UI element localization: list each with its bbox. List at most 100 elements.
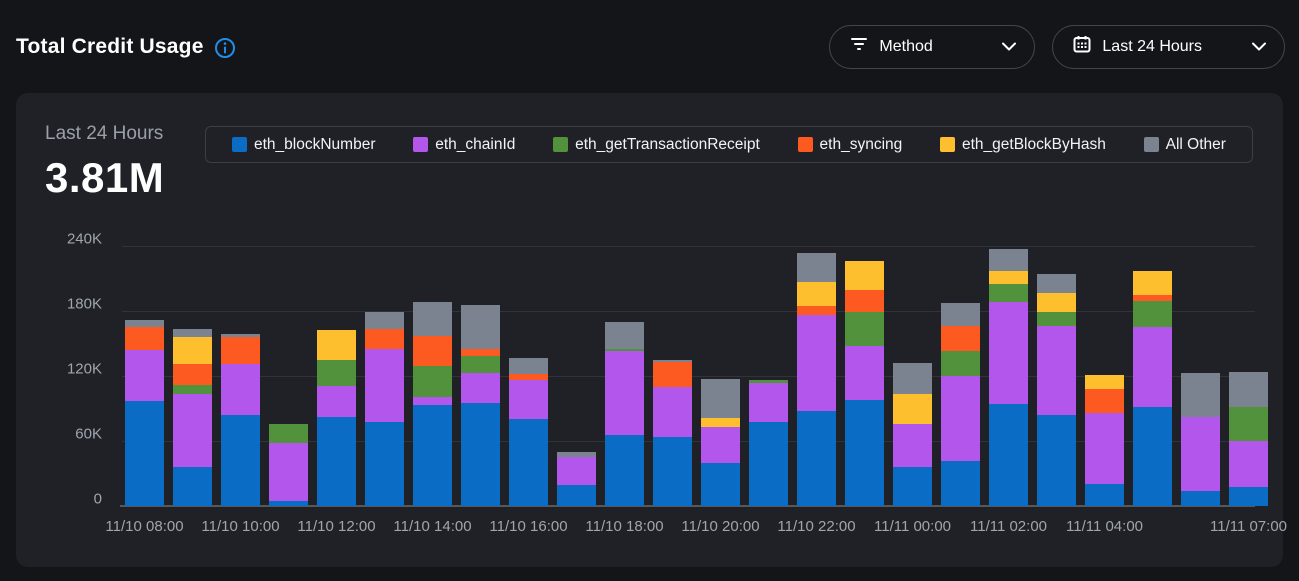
legend-item-eth_syncing[interactable]: eth_syncing — [797, 136, 902, 154]
bar-segment-eth_getBlockByHash[interactable] — [797, 281, 836, 306]
bar-segment-eth_getTransactionReceipt[interactable] — [605, 348, 644, 352]
bar-11-10-11-00[interactable] — [269, 423, 308, 506]
bar-segment-All Other[interactable] — [797, 252, 836, 282]
bar-segment-All Other[interactable] — [1037, 274, 1076, 293]
bar-11-11-02-00[interactable] — [989, 249, 1028, 506]
bar-segment-eth_getBlockByHash[interactable] — [989, 271, 1028, 285]
legend-item-eth_getBlockByHash[interactable]: eth_getBlockByHash — [940, 136, 1106, 154]
bar-segment-All Other[interactable] — [1181, 372, 1220, 418]
legend-item-eth_getTransactionReceipt[interactable]: eth_getTransactionReceipt — [553, 136, 760, 154]
bar-segment-All Other[interactable] — [509, 357, 548, 374]
bar-segment-All Other[interactable] — [221, 333, 260, 338]
bar-segment-eth_blockNumber[interactable] — [509, 419, 548, 506]
bar-segment-eth_blockNumber[interactable] — [893, 467, 932, 506]
bar-segment-All Other[interactable] — [989, 249, 1028, 272]
bar-segment-eth_blockNumber[interactable] — [1085, 484, 1124, 506]
bar-segment-eth_syncing[interactable] — [461, 349, 500, 356]
bar-segment-eth_blockNumber[interactable] — [845, 399, 884, 506]
bar-segment-eth_getTransactionReceipt[interactable] — [317, 359, 356, 386]
bar-segment-eth_blockNumber[interactable] — [365, 421, 404, 506]
bar-segment-All Other[interactable] — [461, 304, 500, 350]
bar-segment-eth_getBlockByHash[interactable] — [701, 418, 740, 427]
bar-segment-All Other[interactable] — [605, 321, 644, 349]
bar-segment-All Other[interactable] — [413, 302, 452, 336]
bar-segment-eth_blockNumber[interactable] — [173, 467, 212, 506]
bar-11-10-09-00[interactable] — [173, 329, 212, 506]
bar-segment-All Other[interactable] — [557, 451, 596, 458]
legend-item-eth_chainId[interactable]: eth_chainId — [413, 136, 515, 154]
bar-segment-eth_blockNumber[interactable] — [941, 460, 980, 506]
bar-segment-eth_blockNumber[interactable] — [1229, 486, 1268, 506]
bar-segment-eth_getBlockByHash[interactable] — [1037, 292, 1076, 313]
bar-11-10-12-00[interactable] — [317, 329, 356, 506]
bar-11-11-05-00[interactable] — [1133, 270, 1172, 506]
bar-segment-eth_blockNumber[interactable] — [413, 405, 452, 506]
bar-segment-eth_syncing[interactable] — [413, 335, 452, 367]
bar-segment-eth_blockNumber[interactable] — [749, 421, 788, 506]
bar-segment-eth_getTransactionReceipt[interactable] — [1133, 301, 1172, 328]
legend-item-eth_blockNumber[interactable]: eth_blockNumber — [232, 136, 375, 154]
bar-segment-eth_chainId[interactable] — [1085, 412, 1124, 485]
bar-segment-eth_getBlockByHash[interactable] — [1133, 270, 1172, 295]
bar-segment-eth_chainId[interactable] — [1229, 441, 1268, 487]
method-filter-dropdown[interactable]: Method — [829, 24, 1036, 69]
bar-segment-eth_chainId[interactable] — [653, 386, 692, 437]
bar-segment-eth_blockNumber[interactable] — [461, 403, 500, 506]
bar-segment-eth_getTransactionReceipt[interactable] — [941, 351, 980, 376]
bar-segment-eth_syncing[interactable] — [1085, 389, 1124, 413]
bar-segment-eth_getTransactionReceipt[interactable] — [749, 380, 788, 383]
bar-segment-eth_getBlockByHash[interactable] — [1085, 374, 1124, 390]
bar-11-10-19-00[interactable] — [653, 359, 692, 506]
bar-segment-eth_syncing[interactable] — [365, 329, 404, 349]
bar-segment-eth_chainId[interactable] — [221, 364, 260, 415]
bar-11-10-16-00[interactable] — [509, 357, 548, 506]
bar-segment-eth_getTransactionReceipt[interactable] — [1037, 312, 1076, 327]
bar-segment-eth_chainId[interactable] — [893, 423, 932, 467]
bar-11-10-18-00[interactable] — [605, 321, 644, 506]
bar-segment-eth_getBlockByHash[interactable] — [893, 394, 932, 424]
bar-segment-eth_syncing[interactable] — [797, 305, 836, 316]
bar-segment-eth_chainId[interactable] — [941, 376, 980, 461]
bar-segment-eth_blockNumber[interactable] — [317, 417, 356, 506]
bar-segment-eth_chainId[interactable] — [557, 457, 596, 486]
bar-segment-eth_syncing[interactable] — [509, 373, 548, 381]
bar-segment-eth_getBlockByHash[interactable] — [317, 329, 356, 360]
bar-segment-eth_blockNumber[interactable] — [1181, 490, 1220, 506]
bar-segment-eth_getTransactionReceipt[interactable] — [989, 284, 1028, 303]
bar-segment-All Other[interactable] — [653, 359, 692, 363]
bar-segment-eth_getTransactionReceipt[interactable] — [845, 312, 884, 346]
bar-11-10-08-00[interactable] — [125, 319, 164, 506]
bar-segment-eth_getTransactionReceipt[interactable] — [173, 384, 212, 395]
bar-segment-eth_syncing[interactable] — [173, 364, 212, 385]
bar-segment-All Other[interactable] — [893, 363, 932, 395]
bar-segment-eth_syncing[interactable] — [221, 337, 260, 365]
bar-segment-eth_chainId[interactable] — [701, 426, 740, 463]
bar-segment-eth_chainId[interactable] — [1133, 327, 1172, 408]
bar-segment-eth_blockNumber[interactable] — [989, 404, 1028, 506]
bar-segment-eth_blockNumber[interactable] — [653, 436, 692, 506]
bar-segment-eth_chainId[interactable] — [317, 385, 356, 418]
bar-segment-eth_blockNumber[interactable] — [557, 485, 596, 506]
bar-segment-eth_syncing[interactable] — [941, 326, 980, 352]
bar-segment-eth_chainId[interactable] — [1181, 417, 1220, 491]
bar-11-11-03-00[interactable] — [1037, 274, 1076, 506]
bar-segment-eth_getBlockByHash[interactable] — [845, 261, 884, 291]
bar-segment-eth_blockNumber[interactable] — [1037, 415, 1076, 506]
bar-11-10-20-00[interactable] — [701, 379, 740, 506]
bar-11-10-13-00[interactable] — [365, 312, 404, 506]
bar-segment-eth_chainId[interactable] — [989, 302, 1028, 405]
bar-segment-eth_syncing[interactable] — [1133, 294, 1172, 302]
bar-segment-eth_blockNumber[interactable] — [221, 415, 260, 506]
bar-segment-eth_chainId[interactable] — [797, 315, 836, 411]
info-icon[interactable] — [214, 37, 236, 59]
bar-11-11-06-00[interactable] — [1181, 372, 1220, 506]
bar-segment-eth_blockNumber[interactable] — [797, 410, 836, 506]
bar-segment-eth_chainId[interactable] — [365, 348, 404, 422]
bar-segment-eth_getTransactionReceipt[interactable] — [413, 366, 452, 397]
bar-11-10-17-00[interactable] — [557, 451, 596, 506]
bar-segment-All Other[interactable] — [701, 379, 740, 419]
bar-segment-All Other[interactable] — [1229, 371, 1268, 408]
bar-segment-All Other[interactable] — [365, 312, 404, 330]
bar-segment-eth_chainId[interactable] — [845, 345, 884, 400]
bar-segment-eth_getTransactionReceipt[interactable] — [269, 423, 308, 444]
